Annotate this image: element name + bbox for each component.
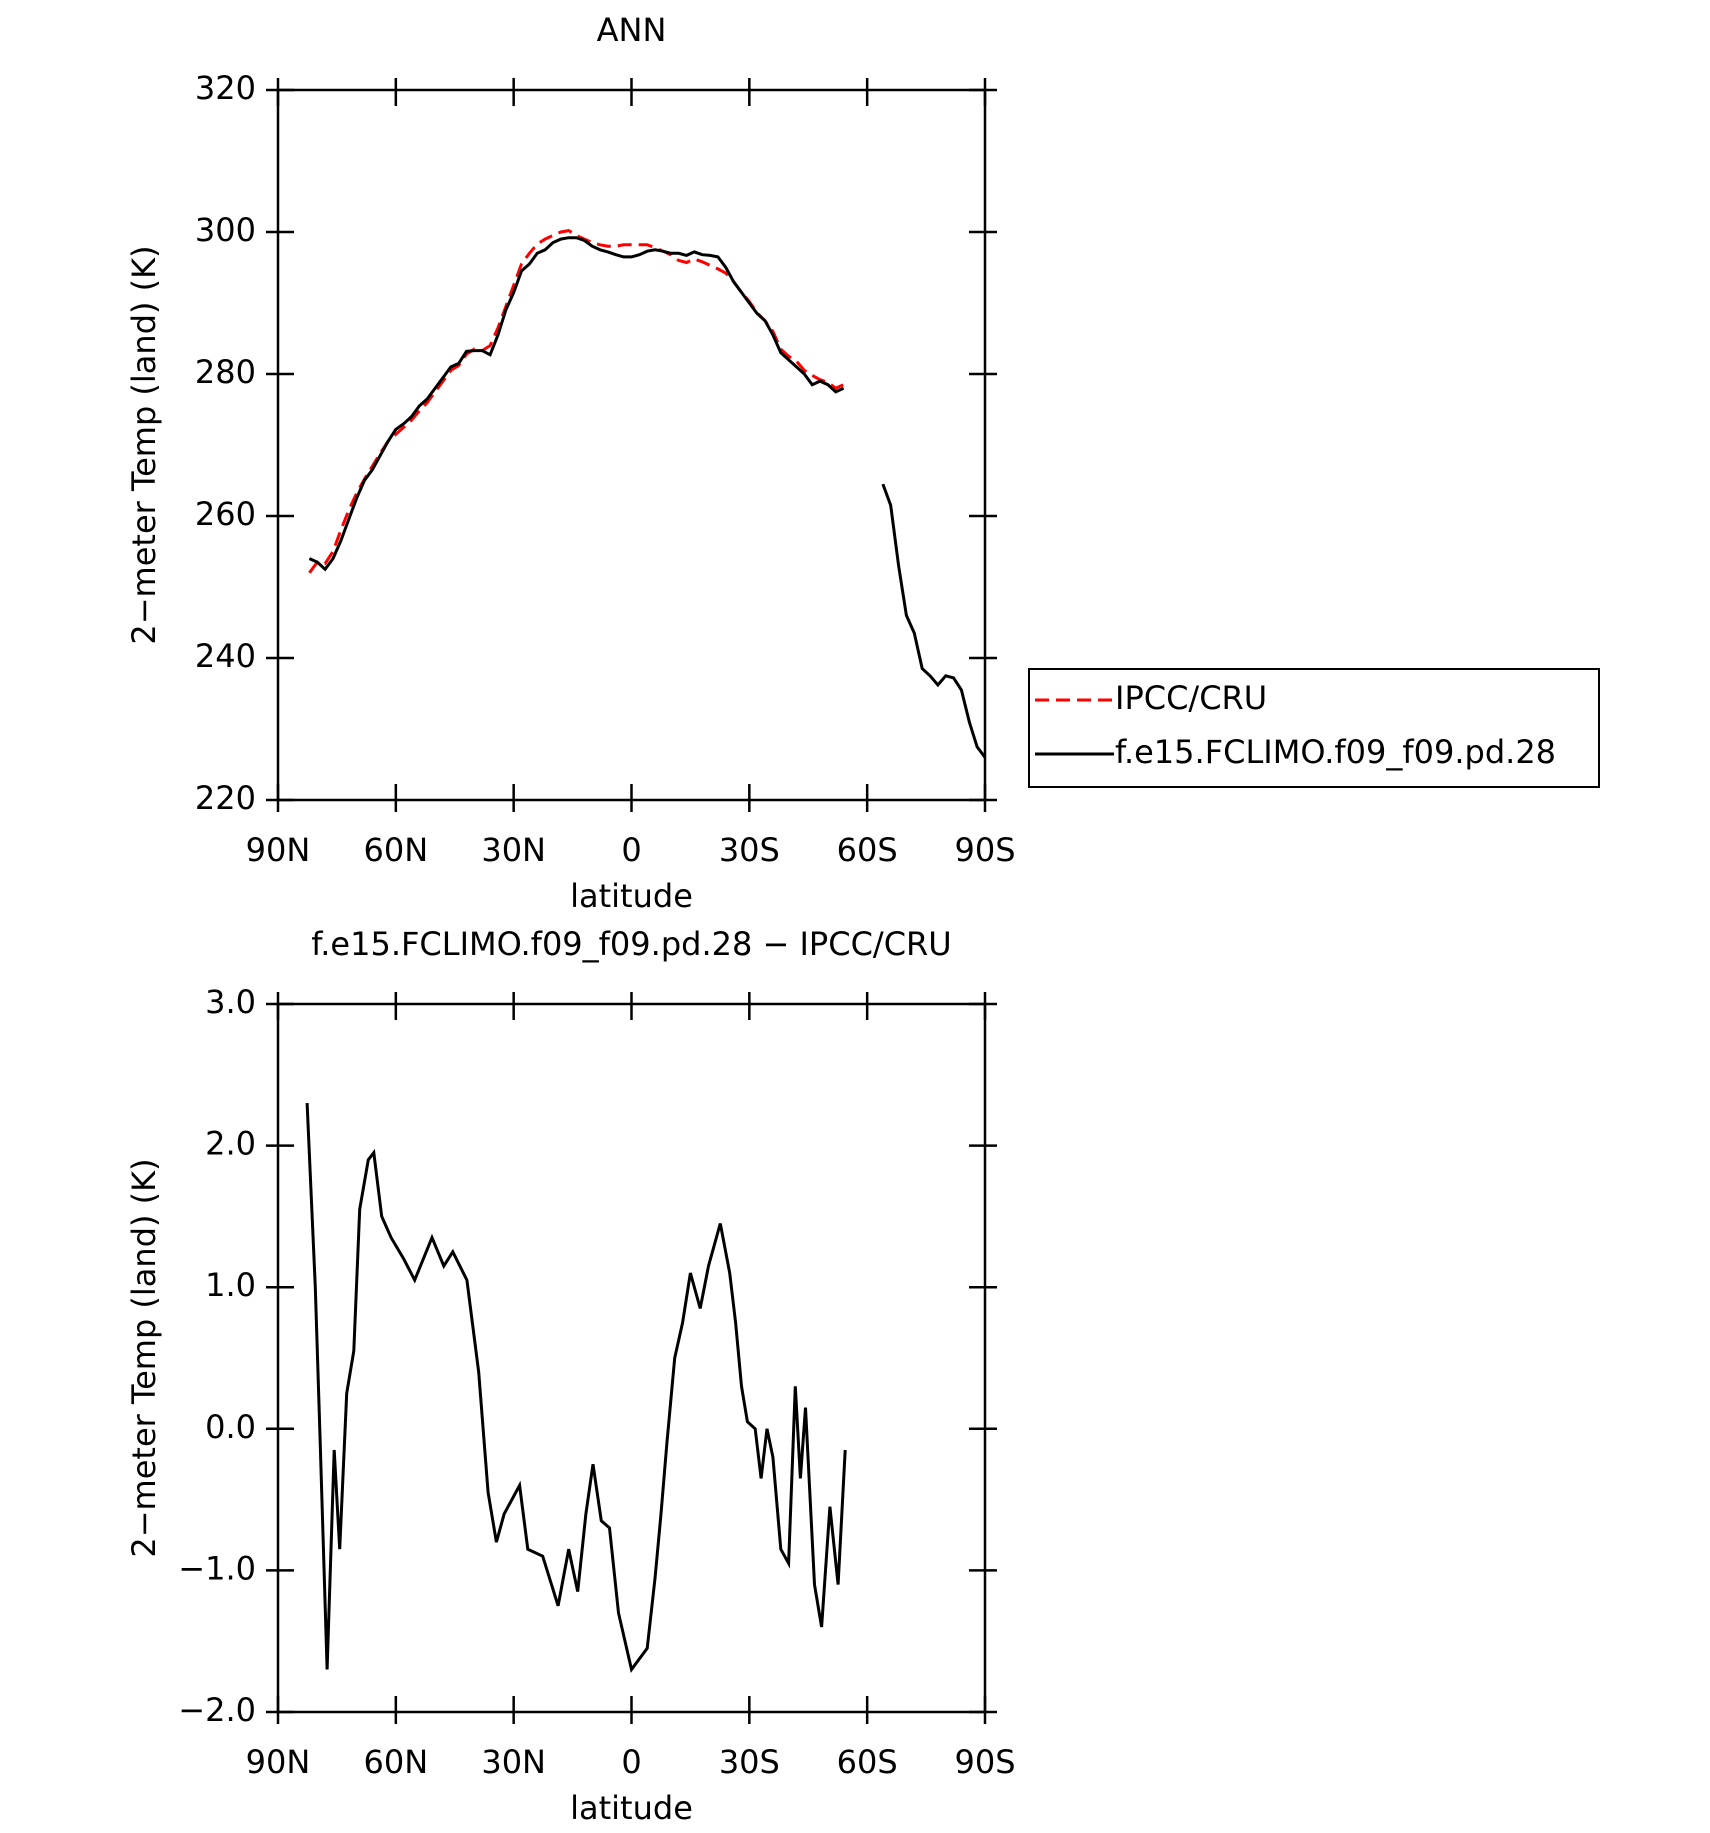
data-line — [308, 236, 845, 572]
x-tick-label: 90N — [246, 831, 311, 869]
y-tick-label: 300 — [195, 211, 256, 249]
y-tick-label: 3.0 — [205, 983, 256, 1021]
x-tick-label: 0 — [621, 831, 641, 869]
legend-label: IPCC/CRU — [1115, 679, 1267, 717]
plot-frame — [276, 1002, 987, 1714]
x-tick-label: 90S — [954, 831, 1015, 869]
x-tick-label: 90S — [954, 1743, 1015, 1781]
y-axis-label: 2−meter Temp (land) (K) — [125, 1158, 163, 1557]
y-tick-label: 1.0 — [205, 1266, 256, 1304]
y-tick-label: 0.0 — [205, 1408, 256, 1446]
x-tick-label: 30N — [481, 831, 546, 869]
y-tick-label: 280 — [195, 353, 256, 391]
x-axis-label: latitude — [570, 877, 693, 915]
y-tick-label: 240 — [195, 637, 256, 675]
y-tick-label: 2.0 — [205, 1125, 256, 1163]
x-tick-label: 30N — [481, 1743, 546, 1781]
data-line — [881, 483, 987, 759]
data-line — [305, 1103, 847, 1674]
chart-title: ANN — [597, 11, 667, 49]
y-tick-label: −2.0 — [178, 1691, 256, 1729]
y-tick-label: −1.0 — [178, 1549, 256, 1587]
chart-title: f.e15.FCLIMO.f09_f09.pd.28 − IPCC/CRU — [311, 925, 951, 963]
x-tick-label: 90N — [246, 1743, 311, 1781]
y-axis-label: 2−meter Temp (land) (K) — [125, 245, 163, 644]
legend-box — [1028, 668, 1600, 788]
x-tick-label: 60S — [837, 1743, 898, 1781]
y-tick-label: 260 — [195, 495, 256, 533]
x-tick-label: 60S — [837, 831, 898, 869]
x-axis-label: latitude — [570, 1789, 693, 1827]
x-tick-label: 30S — [719, 1743, 780, 1781]
legend-label: f.e15.FCLIMO.f09_f09.pd.28 — [1115, 733, 1556, 771]
y-tick-label: 220 — [195, 779, 256, 817]
data-line — [308, 229, 845, 574]
x-tick-label: 60N — [364, 1743, 429, 1781]
y-tick-label: 320 — [195, 69, 256, 107]
x-tick-label: 60N — [364, 831, 429, 869]
x-tick-label: 0 — [621, 1743, 641, 1781]
x-tick-label: 30S — [719, 831, 780, 869]
